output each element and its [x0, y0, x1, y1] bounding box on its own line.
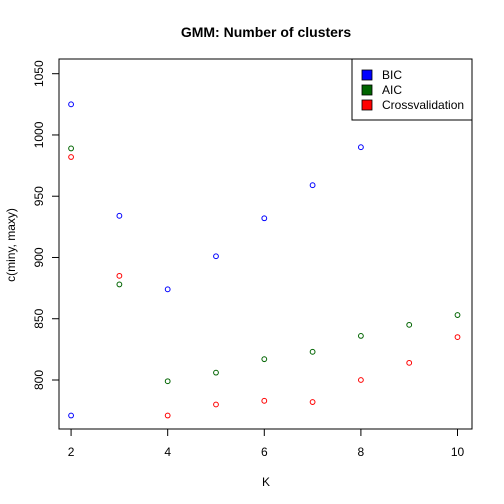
data-point: [213, 369, 219, 376]
x-axis-label: K: [262, 475, 270, 489]
data-point: [68, 154, 74, 160]
legend-label: AIC: [382, 83, 402, 97]
data-point: [358, 332, 364, 339]
y-axis: 800 850 900 950 1000 1050: [32, 60, 60, 390]
legend-label: Crossvalidation: [382, 98, 464, 112]
data-point: [406, 359, 413, 366]
y-tick-label: 900: [32, 247, 46, 267]
legend-label: BIC: [382, 68, 402, 82]
data-point: [164, 378, 171, 385]
y-tick-label: 800: [32, 370, 46, 390]
data-point: [309, 348, 316, 355]
x-tick-label: 10: [451, 445, 465, 459]
legend-swatch: [361, 69, 373, 81]
x-axis: 2 4 6 8 10: [68, 428, 465, 459]
data-point: [454, 312, 461, 318]
y-tick-label: 1050: [32, 60, 46, 87]
data-point: [116, 272, 123, 279]
data-point: [309, 182, 316, 189]
legend-swatch: [361, 99, 373, 111]
x-tick-label: 2: [68, 445, 75, 459]
data-point: [164, 412, 171, 419]
y-tick-label: 850: [32, 308, 46, 328]
data-point: [213, 253, 219, 260]
y-tick-label: 950: [32, 186, 46, 206]
data-point: [164, 286, 171, 293]
data-point: [68, 145, 74, 152]
x-tick-label: 4: [164, 445, 171, 459]
x-tick-label: 8: [358, 445, 365, 459]
points-layer: [68, 101, 461, 419]
data-point: [68, 412, 74, 419]
data-point: [116, 281, 123, 288]
data-point: [454, 334, 461, 341]
data-point: [261, 397, 268, 404]
data-point: [358, 377, 364, 383]
y-axis-label: c(miny, maxy): [4, 208, 18, 282]
data-point: [309, 399, 316, 405]
legend-swatch: [361, 84, 373, 96]
data-point: [261, 356, 268, 363]
data-point: [68, 101, 74, 108]
data-point: [406, 321, 413, 328]
y-tick-label: 1000: [32, 121, 46, 148]
chart-title: GMM: Number of clusters: [181, 24, 352, 40]
data-point: [116, 212, 123, 219]
data-point: [213, 401, 219, 408]
data-point: [358, 144, 364, 151]
x-tick-label: 6: [261, 445, 268, 459]
data-point: [261, 215, 268, 222]
